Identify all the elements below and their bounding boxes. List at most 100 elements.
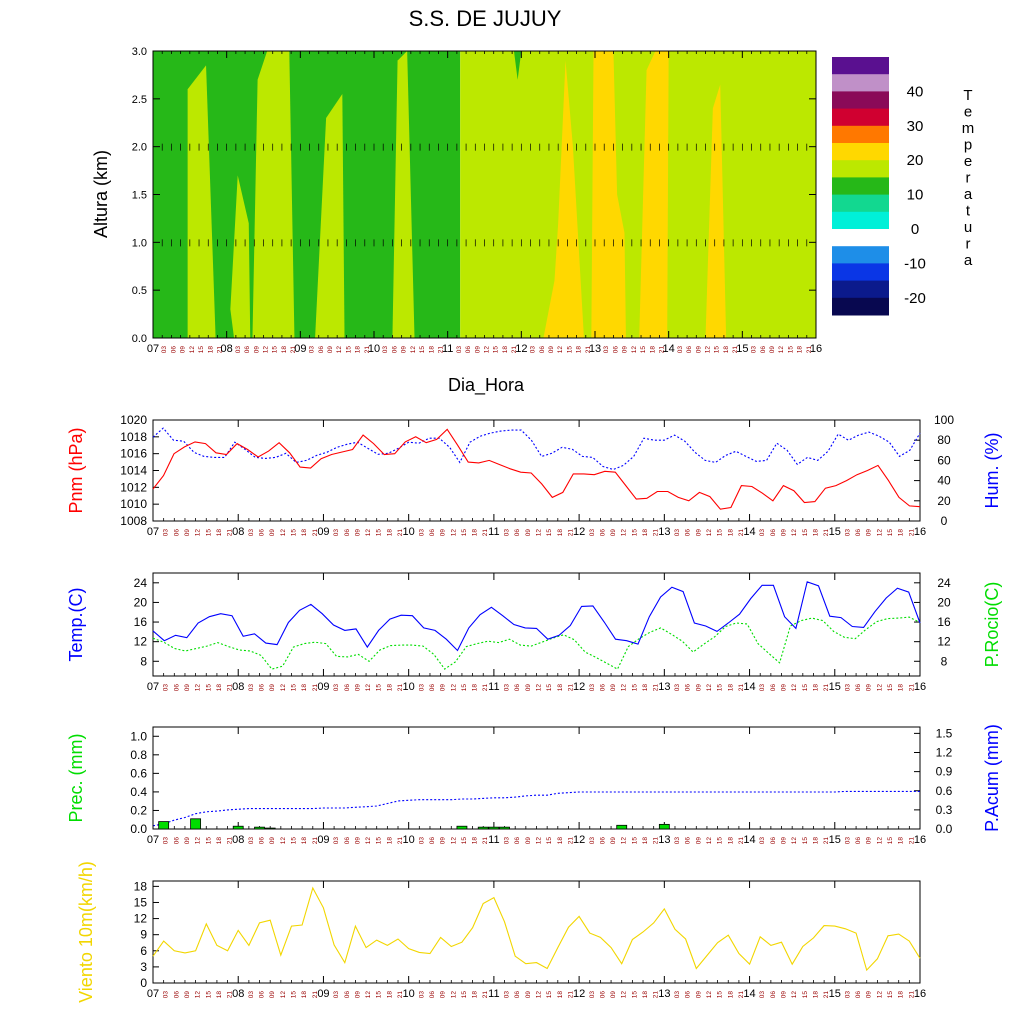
- y-tick-label: 16: [134, 615, 148, 629]
- y-tick-label: 40: [937, 474, 951, 488]
- hour-label: 15: [290, 529, 297, 537]
- hour-label: 06: [344, 529, 351, 537]
- hour-label: 15: [198, 346, 205, 354]
- hour-label: 03: [333, 991, 340, 999]
- hour-label: 03: [759, 529, 766, 537]
- hour-label: 15: [631, 684, 638, 692]
- hour-label: 09: [525, 837, 532, 845]
- day-label: 13: [658, 988, 670, 1000]
- day-label: 07: [147, 526, 159, 538]
- hour-label: 18: [812, 684, 819, 692]
- hour-label: 21: [312, 529, 319, 537]
- temperature-line: [152, 581, 921, 652]
- hour-label: 15: [419, 346, 426, 354]
- hour-label: 03: [418, 837, 425, 845]
- hour-label: 18: [355, 346, 362, 354]
- y-tick-label: 20: [937, 494, 951, 508]
- hour-label: 03: [333, 684, 340, 692]
- precipitation-panel: 0.0 0.2 0.4 0.6 0.8 1.0 0.0 0.3 0.6 0.9 1.2 1.5 Prec…: [66, 724, 1002, 846]
- hour-label: 03: [844, 991, 851, 999]
- hour-label: 21: [397, 991, 404, 999]
- day-label: 07: [147, 834, 159, 846]
- hour-label: 21: [585, 346, 592, 354]
- day-label: 07: [147, 343, 159, 355]
- colorbar-swatch: [832, 194, 889, 213]
- hour-label: 21: [227, 991, 234, 999]
- hour-label: 09: [781, 684, 788, 692]
- day-label: 09: [317, 988, 329, 1000]
- hour-label: 12: [365, 684, 372, 692]
- y-tick-label: 2.5: [132, 94, 147, 106]
- y-tick-label: 0.5: [132, 285, 147, 297]
- hour-label: 06: [770, 991, 777, 999]
- hour-label: 09: [695, 684, 702, 692]
- hour-label: 21: [397, 529, 404, 537]
- y-tick-label: 8: [140, 654, 147, 668]
- hour-label: 06: [344, 684, 351, 692]
- hour-label: 12: [280, 837, 287, 845]
- hour-label: 12: [621, 991, 628, 999]
- y-tick-label: 1.0: [132, 237, 147, 249]
- hour-label: 09: [866, 837, 873, 845]
- hour-label: 03: [844, 684, 851, 692]
- pressure-humidity-panel: 1008101010121014101610181020020406080100…: [66, 413, 1002, 538]
- day-label: 08: [232, 681, 244, 693]
- hour-label: 03: [844, 529, 851, 537]
- hour-label: 15: [272, 346, 279, 354]
- hour-label: 12: [280, 991, 287, 999]
- hour-label: 09: [769, 346, 776, 354]
- colorbar-title-letter: p: [964, 137, 972, 154]
- colorbar-title-letter: m: [962, 120, 975, 137]
- hour-label: 18: [502, 346, 509, 354]
- hour-label: 21: [653, 837, 660, 845]
- hour-label: 12: [450, 991, 457, 999]
- hour-label: 03: [759, 684, 766, 692]
- hour-label: 18: [281, 346, 288, 354]
- precip-bar: [254, 826, 265, 830]
- colorbar-tick-label: 40: [907, 83, 924, 100]
- hour-label: 09: [610, 684, 617, 692]
- hour-label: 21: [511, 346, 518, 354]
- colorbar-tick-label: 20: [907, 152, 924, 169]
- hour-label: 15: [376, 837, 383, 845]
- hour-label: 09: [610, 529, 617, 537]
- colorbar-title-letter: T: [963, 87, 972, 104]
- colorbar-title-letter: e: [964, 104, 972, 121]
- temperature-contour: [705, 84, 727, 338]
- plot-frame: [152, 419, 921, 522]
- colorbar-tick-label: -10: [904, 255, 926, 272]
- hour-label: 06: [429, 991, 436, 999]
- colorbar-swatch: [832, 211, 889, 230]
- hour-label: 09: [327, 346, 334, 354]
- hour-label: 06: [599, 529, 606, 537]
- hour-label: 09: [269, 684, 276, 692]
- hour-label: 18: [642, 991, 649, 999]
- hour-label: 06: [599, 991, 606, 999]
- colorbar-swatch: [832, 246, 889, 264]
- hour-label: 15: [887, 837, 894, 845]
- hour-label: 15: [290, 837, 297, 845]
- hour-label: 03: [589, 684, 596, 692]
- colorbar-swatch: [832, 125, 889, 144]
- hour-label: 06: [514, 529, 521, 537]
- hour-label: 15: [290, 991, 297, 999]
- precip-bar: [488, 826, 500, 830]
- hour-label: 21: [908, 991, 915, 999]
- hour-label: 09: [866, 991, 873, 999]
- hour-label: 06: [170, 346, 177, 354]
- hour-label: 09: [269, 529, 276, 537]
- hour-label: 21: [738, 991, 745, 999]
- day-label: 14: [743, 681, 755, 693]
- day-label: 11: [488, 526, 499, 538]
- hour-label: 06: [685, 529, 692, 537]
- hour-label: 06: [259, 837, 266, 845]
- hour-label: 21: [653, 529, 660, 537]
- hour-label: 06: [173, 837, 180, 845]
- colorbar-tick-label: -20: [904, 290, 926, 307]
- hour-label: 09: [525, 684, 532, 692]
- y-tick-label: 0.0: [130, 822, 147, 836]
- hour-label: 09: [695, 346, 702, 354]
- hour-label: 12: [706, 837, 713, 845]
- y-tick-label: 20: [134, 595, 148, 609]
- hour-label: 21: [482, 991, 489, 999]
